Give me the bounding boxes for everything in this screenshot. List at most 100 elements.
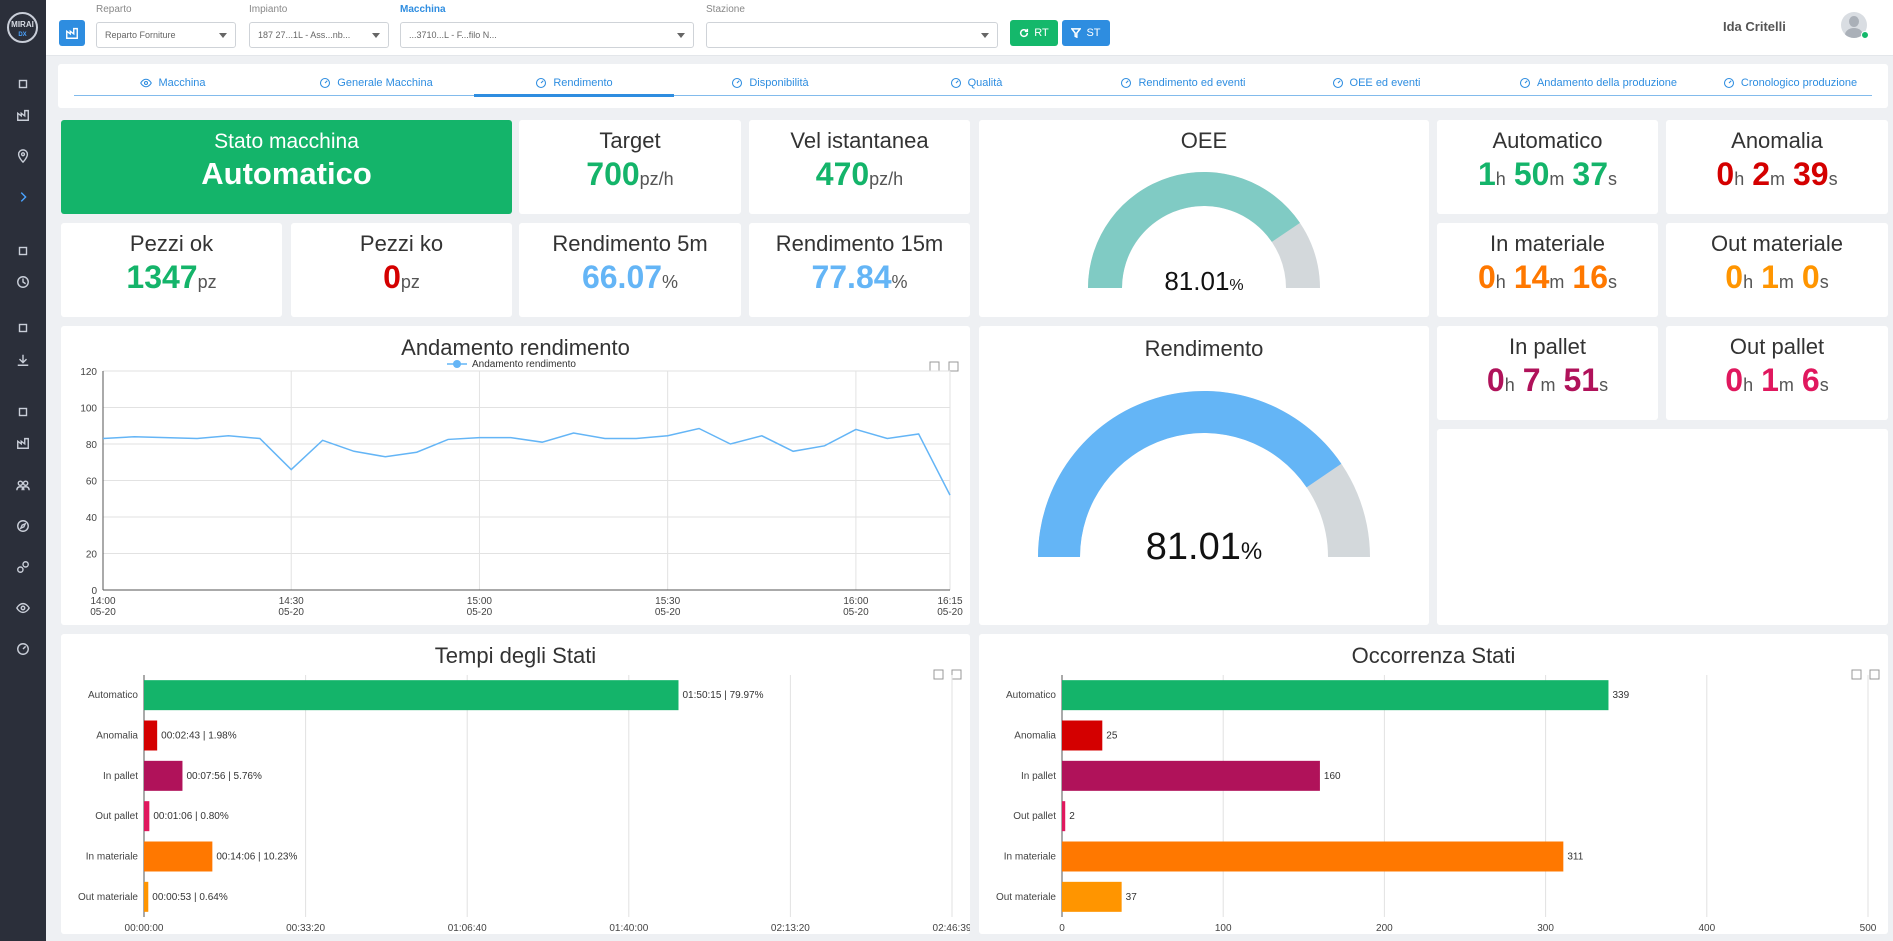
macchina-select[interactable]: ...3710...L - F...filo N...	[400, 22, 694, 48]
stazione-select[interactable]	[706, 22, 998, 48]
bar	[144, 680, 679, 711]
target-title: Target	[599, 128, 661, 153]
sidebar-factory-button[interactable]	[13, 105, 33, 125]
tab-cronologico-produzione[interactable]: Cronologico produzione	[1690, 72, 1890, 94]
zoom-icon	[1851, 669, 1862, 680]
pezzi-ok-title: Pezzi ok	[129, 231, 214, 256]
sidebar-chevron-right-button[interactable]	[13, 187, 33, 207]
gauge-icon	[1332, 77, 1343, 89]
sidebar-download-button[interactable]	[13, 350, 33, 370]
reparto-field: Reparto Reparto Forniture	[96, 4, 236, 48]
vel-istantanea-value: 470	[815, 156, 870, 192]
sidebar-factory-button[interactable]	[13, 433, 33, 453]
tab-andamento-della-produzione[interactable]: Andamento della produzione	[1498, 72, 1698, 94]
tab-label: Generale Macchina	[337, 77, 433, 89]
y-tick-label: 60	[86, 477, 98, 488]
tab-oee-ed-eventi[interactable]: OEE ed eventi	[1276, 72, 1476, 94]
impianto-value: 187 27...1L - Ass...nb...	[258, 30, 351, 40]
pezzi-ko-value: 0	[383, 259, 401, 295]
mirai-logo[interactable]: MIRAI DX	[7, 12, 38, 43]
sidebar-square-button[interactable]	[13, 402, 33, 422]
macchina-label: Macchina	[400, 4, 446, 15]
rendimento-5m-title: Rendimento 5m	[552, 231, 708, 256]
tab-rendimento-ed-eventi[interactable]: Rendimento ed eventi	[1083, 72, 1283, 94]
sidebar-gears-button[interactable]	[13, 557, 33, 577]
square-icon	[18, 407, 28, 417]
rt-label: RT	[1034, 27, 1049, 39]
rendimento-15m-value: 77.84	[811, 259, 892, 295]
bar-chart-title: Tempi degli Stati	[435, 643, 596, 668]
eye-icon	[140, 78, 153, 88]
sidebar-location-pin-button[interactable]	[13, 146, 33, 166]
rendimento-gauge-title: Rendimento	[1144, 336, 1264, 361]
square-icon	[18, 246, 28, 256]
oee-title: OEE	[1180, 128, 1228, 153]
reparto-select[interactable]: Reparto Forniture	[96, 22, 236, 48]
pezzi-ko-card: Pezzi ko 0pz	[291, 223, 512, 317]
tab-generale-macchina[interactable]: Generale Macchina	[276, 72, 476, 94]
tab-disponibilità[interactable]: Disponibilità	[670, 72, 870, 94]
bar-data-label: 37	[1126, 892, 1138, 903]
factory-icon	[17, 437, 29, 449]
anomalia-timer-title: Anomalia	[1731, 128, 1823, 153]
rendimento-15m-card: Rendimento 15m 77.84%	[749, 223, 970, 317]
sidebar-clock-button[interactable]	[13, 272, 33, 292]
sidebar-eye-button[interactable]	[13, 598, 33, 618]
y-tick-label: 20	[86, 550, 98, 561]
category-label: Anomalia	[1014, 731, 1056, 742]
in-pallet-timer-value: 0h 7m 51s	[1486, 362, 1609, 398]
andamento-rendimento-card: Andamento rendimento Andamento rendimento…	[61, 326, 970, 625]
sidebar-users-button[interactable]	[13, 475, 33, 495]
tab-bar: Macchina Generale Macchina Rendimento Dispo…	[58, 64, 1888, 108]
empty-card	[1437, 429, 1888, 625]
occorrenza-stati-chart: Occorrenza Stati 0 100 200 300 400 500 Automati…	[996, 643, 1880, 934]
impianto-select[interactable]: 187 27...1L - Ass...nb...	[249, 22, 389, 48]
download-icon	[17, 354, 29, 366]
user-name[interactable]: Ida Critelli	[1723, 19, 1786, 34]
category-label: Out pallet	[1013, 811, 1056, 822]
sidebar-square-button[interactable]	[13, 318, 33, 338]
bar	[144, 801, 150, 832]
dashboard-button[interactable]	[59, 20, 85, 46]
bar-data-label: 25	[1106, 731, 1118, 742]
filter-icon	[1071, 28, 1082, 38]
restore-icon	[948, 361, 959, 372]
logo-sub: DX	[18, 32, 27, 38]
x-tick-label: 14:00	[90, 596, 115, 607]
chevron-down-icon	[219, 33, 227, 38]
pezzi-ok-card: Pezzi ok 1347pz	[61, 223, 282, 317]
x-tick-sublabel: 05-20	[90, 607, 116, 618]
tab-rendimento[interactable]: Rendimento	[474, 72, 674, 94]
sidebar-gauge-button[interactable]	[13, 639, 33, 659]
sidebar-square-button[interactable]	[13, 74, 33, 94]
vel-istantanea-card: Vel istantanea 470pz/h	[749, 120, 970, 214]
bar-data-label: 01:50:15 | 79.97%	[682, 690, 763, 701]
rt-button[interactable]: RT	[1010, 20, 1058, 46]
legend-marker	[453, 360, 461, 368]
in-materiale-timer-value: 0h 14m 16s	[1478, 259, 1617, 295]
st-button[interactable]: ST	[1062, 20, 1110, 46]
in-materiale-timer-card: In materiale 0h 14m 16s	[1437, 223, 1658, 317]
tab-macchina[interactable]: Macchina	[73, 72, 273, 94]
anomalia-timer-card: Anomalia 0h 2m 39s	[1666, 120, 1888, 214]
pezzi-ko-title: Pezzi ko	[359, 231, 444, 256]
reparto-label: Reparto	[96, 4, 132, 15]
logo-text: MIRAI	[11, 20, 34, 29]
bar-data-label: 339	[1612, 690, 1629, 701]
square-icon	[18, 323, 28, 333]
eye-icon	[16, 602, 30, 614]
category-label: Out materiale	[996, 892, 1056, 903]
sidebar-square-button[interactable]	[13, 241, 33, 261]
pezzi-ok-unit: pz	[197, 272, 217, 292]
y-tick-label: 100	[80, 404, 97, 415]
target-unit: pz/h	[639, 169, 674, 189]
tempi-stati-card: Tempi degli Stati 00:00:00 00:33:20 01:06:4…	[61, 634, 970, 934]
anomalia-timer-value: 0h 2m 39s	[1716, 156, 1838, 192]
stato-macchina-title: Stato macchina	[214, 130, 359, 153]
tab-qualità[interactable]: Qualità	[876, 72, 1076, 94]
tab-label: Rendimento ed eventi	[1138, 77, 1246, 89]
in-pallet-timer-card: In pallet 0h 7m 51s	[1437, 326, 1658, 420]
x-tick-sublabel: 05-20	[655, 607, 681, 618]
rendimento-gauge-card: Rendimento 81.01%	[979, 326, 1429, 625]
sidebar-compass-button[interactable]	[13, 516, 33, 536]
